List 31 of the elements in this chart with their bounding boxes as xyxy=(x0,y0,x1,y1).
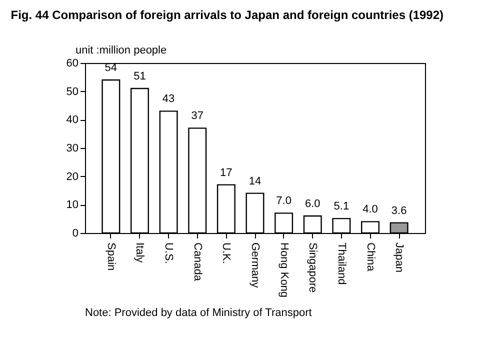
data-label: 37 xyxy=(191,110,204,122)
y-tick-label: 30 xyxy=(66,142,78,154)
chart-title: Fig. 44 Comparison of foreign arrivals to Japan and foreign countries (1992) xyxy=(10,8,444,22)
x-tick-label: Singapore xyxy=(306,242,319,293)
data-label: 43 xyxy=(162,93,175,106)
y-tick-label: 40 xyxy=(66,114,78,126)
x-tick-label: China xyxy=(364,242,376,272)
x-tick-label: Italy xyxy=(134,242,146,264)
x-tick-label: Hong Kong xyxy=(278,242,290,298)
data-label: 17 xyxy=(220,166,232,179)
y-tick-label: 20 xyxy=(66,170,78,183)
data-label: 5.1 xyxy=(334,200,350,213)
x-tick-label: Thailand xyxy=(335,242,348,285)
data-label: 6.0 xyxy=(304,198,320,210)
data-label: 3.6 xyxy=(391,204,407,217)
data-label: 14 xyxy=(248,175,262,188)
data-label: 7.0 xyxy=(276,195,292,208)
data-label: 51 xyxy=(134,70,146,82)
y-tick-label: 60 xyxy=(66,58,78,70)
x-tick-label: U.S. xyxy=(162,242,175,264)
x-tick-label: Spain xyxy=(104,242,117,271)
x-tick-label: Japan xyxy=(393,242,406,272)
x-tick-label: Germany xyxy=(249,242,261,288)
y-tick-label: 50 xyxy=(66,86,78,98)
text: Note: Provided by data of Ministry of Transport xyxy=(85,307,312,319)
y-axis-title: unit :million people xyxy=(76,44,167,56)
x-tick-label: U.K. xyxy=(220,242,232,264)
x-tick-label: Canada xyxy=(191,242,204,282)
y-tick-label: 10 xyxy=(66,199,78,212)
y-tick-label: 0 xyxy=(72,228,78,240)
data-label: 4.0 xyxy=(362,204,378,216)
